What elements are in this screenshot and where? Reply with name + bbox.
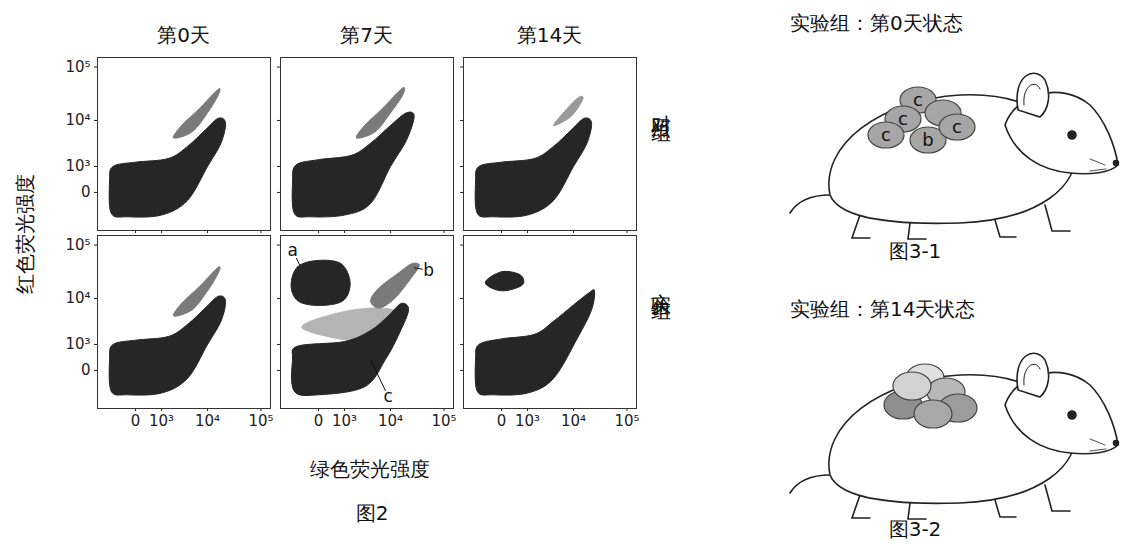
html-text:第14天: 第14天 [516,23,583,47]
svg-text:0: 0 [314,412,324,430]
html-text:绿色荧光强度: 绿色荧光强度 [310,457,430,481]
svg-text:10⁴: 10⁴ [65,289,90,307]
html-text:第0天: 第0天 [157,23,210,47]
svg-text:c: c [881,124,891,145]
svg-text:10⁴: 10⁴ [378,412,403,430]
svg-text:a: a [287,240,297,260]
svg-text:10³: 10³ [65,335,90,353]
html-text:实验组：第0天状态: 实验组：第0天状态 [790,11,963,35]
html-text:对照组: 对照组 [649,98,673,111]
svg-text:c: c [952,116,962,137]
svg-text:10⁵: 10⁵ [248,412,273,430]
svg-text:0: 0 [497,412,507,430]
svg-text:10⁵: 10⁵ [614,412,639,430]
html-text:图3-1: 图3-1 [888,239,942,263]
svg-text:10⁴: 10⁴ [195,412,220,430]
svg-text:10⁴: 10⁴ [65,111,90,129]
html-text:第7天: 第7天 [340,23,393,47]
svg-text:10⁵: 10⁵ [65,236,90,254]
svg-text:c: c [898,108,908,129]
svg-text:10⁵: 10⁵ [431,412,456,430]
svg-text:b: b [423,260,434,280]
svg-text:0: 0 [81,183,91,201]
svg-text:0: 0 [81,361,91,379]
html-text:实验组: 实验组 [649,276,673,289]
svg-text:c: c [383,386,392,406]
svg-text:10³: 10³ [149,412,174,430]
svg-text:10⁴: 10⁴ [561,412,586,430]
svg-text:10³: 10³ [332,412,357,430]
svg-text:10³: 10³ [65,157,90,175]
svg-text:b: b [922,129,933,150]
svg-text:10⁵: 10⁵ [65,58,90,76]
html-text:图3-2: 图3-2 [888,517,942,541]
html-text:实验组：第14天状态: 实验组：第14天状态 [790,297,976,321]
svg-text:10³: 10³ [515,412,540,430]
html-text:红色荧光强度: 红色荧光强度 [12,173,37,294]
svg-text:0: 0 [131,412,141,430]
svg-text:c: c [913,89,923,110]
html-text:图2: 图2 [355,501,389,525]
